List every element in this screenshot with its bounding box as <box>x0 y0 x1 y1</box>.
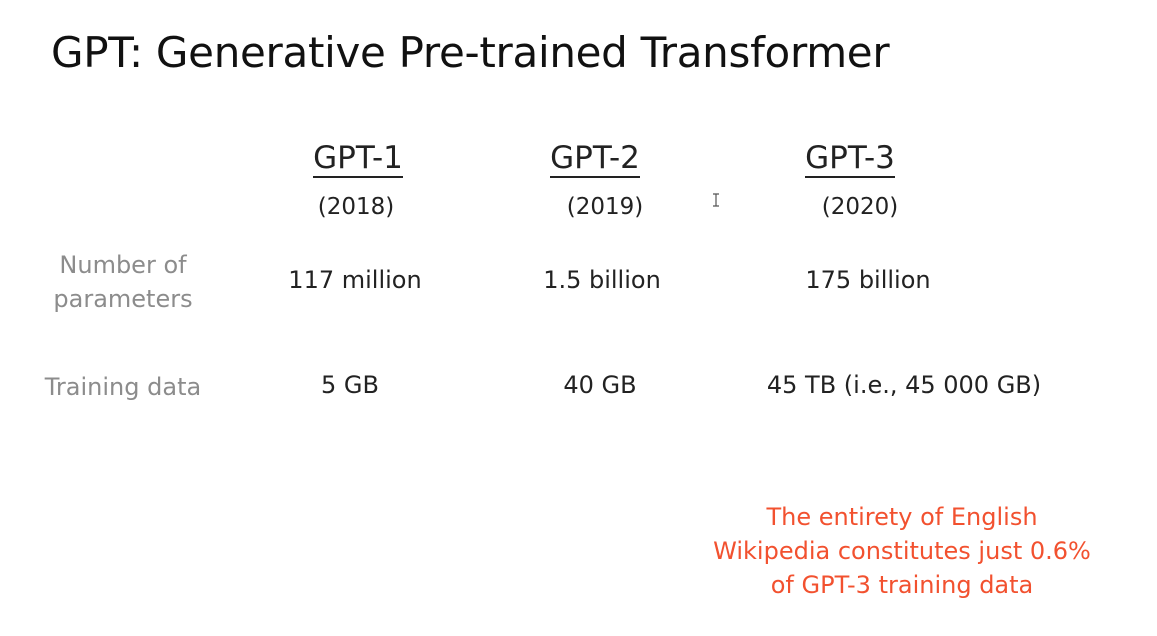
column-header-gpt1: GPT-1 <box>248 140 468 178</box>
column-name: GPT-3 <box>805 140 895 178</box>
cell-gpt3-parameters: 175 billion <box>805 266 931 294</box>
cell-gpt3-training-data: 45 TB (i.e., 45 000 GB) <box>766 371 1042 399</box>
column-header-gpt2: GPT-2 <box>485 140 705 178</box>
cell-gpt2-parameters: 1.5 billion <box>543 266 661 294</box>
text-cursor-icon <box>713 193 719 207</box>
column-year-gpt1: (2018) <box>317 194 395 220</box>
cell-gpt1-training-data: 5 GB <box>321 371 379 399</box>
column-name: GPT-2 <box>550 140 640 178</box>
column-header-gpt3: GPT-3 <box>740 140 960 178</box>
row-label-parameters: Number of parameters <box>53 251 193 313</box>
cell-gpt2-training-data: 40 GB <box>563 371 637 399</box>
slide-title: GPT: Generative Pre-trained Transformer <box>51 28 890 77</box>
wikipedia-note: The entirety of English Wikipedia consti… <box>713 503 1091 599</box>
column-year-gpt3: (2020) <box>821 194 899 220</box>
column-name: GPT-1 <box>313 140 403 178</box>
cell-gpt1-parameters: 117 million <box>288 266 422 294</box>
row-label-training-data: Training data <box>44 373 202 401</box>
column-year-gpt2: (2019) <box>566 194 644 220</box>
